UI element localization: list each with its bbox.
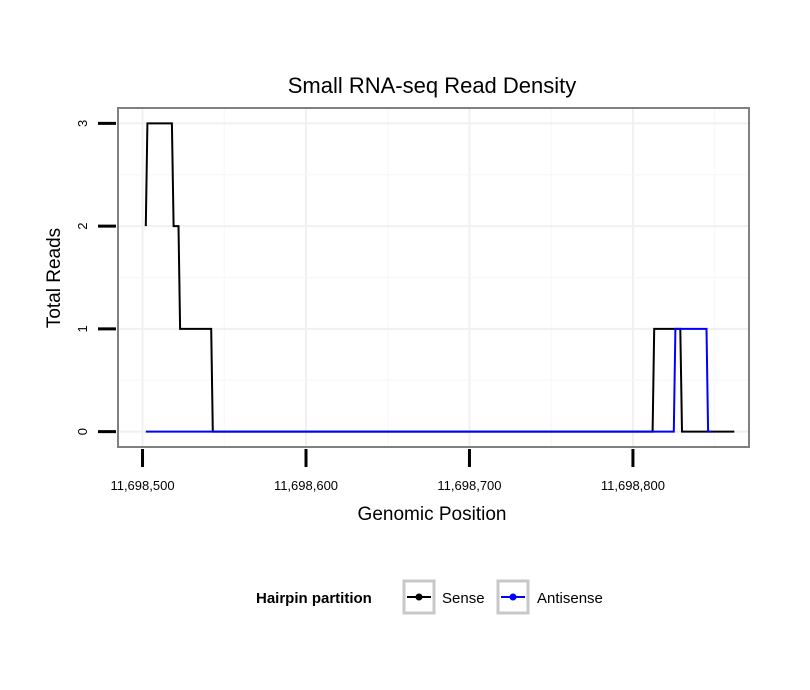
y-axis-label: Total Reads (44, 228, 65, 328)
series-lines (144, 122, 735, 433)
x-axis-label: Genomic Position (358, 504, 507, 525)
legend-label-sense: Sense (442, 590, 485, 607)
x-tick-label-0: 11,698,500 (110, 478, 174, 493)
legend-dot-sense (415, 593, 423, 601)
x-tick-label-2: 11,698,700 (437, 478, 501, 493)
legend: Hairpin partition Sense Antisense (256, 579, 603, 615)
legend-title: Hairpin partition (256, 590, 372, 607)
x-axis: 11,698,500 11,698,600 11,698,700 11,698,800 (110, 449, 665, 493)
x-tick-label-1: 11,698,600 (274, 478, 338, 493)
x-tick-label-3: 11,698,800 (601, 478, 665, 493)
y-tick-label-2: 2 (75, 222, 90, 229)
y-tick-label-3: 3 (75, 120, 90, 127)
legend-label-antisense: Antisense (537, 590, 603, 607)
chart-title: Small RNA-seq Read Density (288, 73, 577, 98)
plot-border (117, 107, 750, 448)
legend-dot-antisense (509, 593, 517, 601)
series-line-antisense (145, 327, 712, 433)
y-axis: 0 1 2 3 (75, 120, 116, 435)
legend-item-antisense[interactable]: Antisense (496, 579, 603, 615)
y-tick-label-0: 0 (75, 428, 90, 435)
y-tick-label-1: 1 (75, 325, 90, 332)
legend-item-sense[interactable]: Sense (402, 579, 485, 615)
